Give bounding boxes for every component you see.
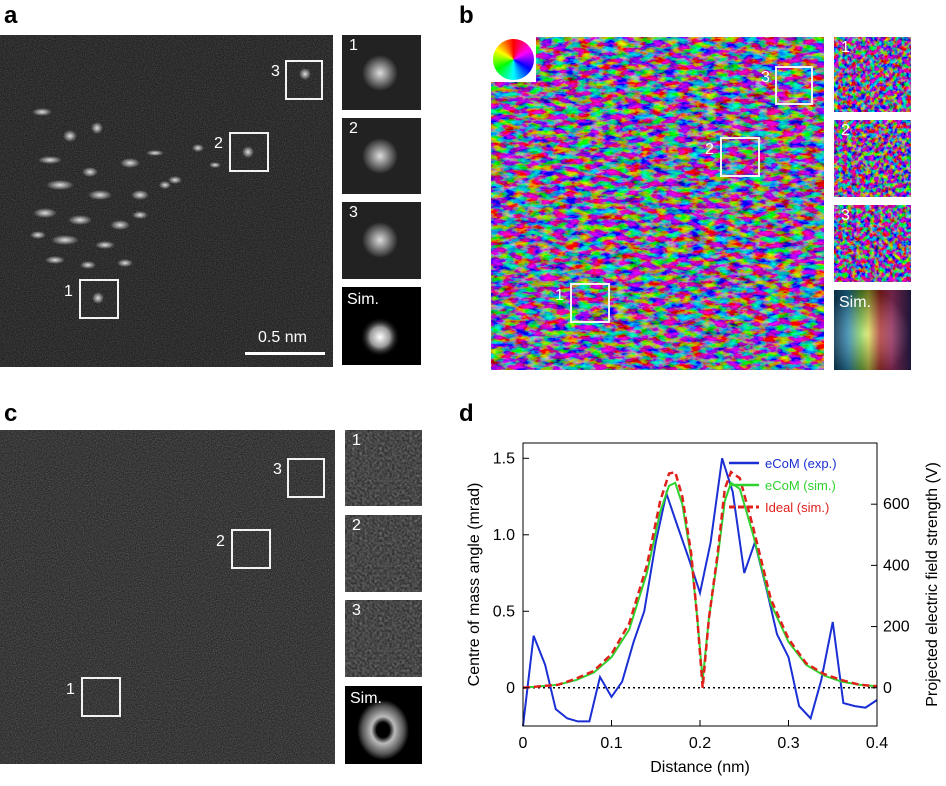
thumb-label: 3 <box>349 204 358 221</box>
x-tick-label: 0.4 <box>866 735 888 752</box>
thumb-b-1: 1 <box>834 37 911 112</box>
box-label-1: 1 <box>64 283 73 300</box>
thumb-label: 1 <box>349 37 358 54</box>
thumb-label: 2 <box>349 120 358 137</box>
panel-letter-b: b <box>459 2 474 29</box>
y-axis-label: Centre of mass angle (mrad) <box>466 483 483 687</box>
thumb-label: 2 <box>352 517 361 534</box>
panel-letter-d: d <box>459 400 474 427</box>
y-tick-label: 1.0 <box>493 527 515 544</box>
y-tick-label: 0.5 <box>493 603 515 620</box>
sim-label: Sim. <box>347 291 379 308</box>
thumb-label: 1 <box>352 432 361 449</box>
thumb-b-3: 3 <box>834 205 911 282</box>
x-tick-label: 0.3 <box>777 735 799 752</box>
color-wheel-icon <box>493 39 534 80</box>
panel-letter-c: c <box>4 400 18 427</box>
box-1 <box>570 283 610 323</box>
thumb-label: 3 <box>352 602 361 619</box>
haadf-texture <box>0 35 333 367</box>
sim-thumb-c: Sim. <box>345 686 422 764</box>
box-label-1: 1 <box>555 287 564 304</box>
scale-bar <box>245 352 325 355</box>
dpc-texture <box>491 37 824 370</box>
box-3 <box>775 66 813 105</box>
dpc-color-image: 1 2 3 <box>491 37 824 370</box>
thumb-b-2: 2 <box>834 120 911 197</box>
box-label-1: 1 <box>66 681 75 698</box>
line-chart: 0 0.1 0.2 0.3 0.4 0 0.5 1.0 1.5 0 200 400 600 Distan… <box>466 442 941 776</box>
box-label-3: 3 <box>273 461 282 478</box>
box-1 <box>81 677 121 717</box>
y2-tick-label: 0 <box>883 680 892 697</box>
box-label-2: 2 <box>214 135 223 152</box>
box-1 <box>79 279 119 319</box>
thumb-c-2: 2 <box>345 515 422 592</box>
legend: eCoM (exp.) eCoM (sim.) Ideal (sim.) <box>729 456 837 515</box>
box-label-3: 3 <box>761 69 770 86</box>
box-3 <box>287 458 325 498</box>
thumb-label: 1 <box>841 39 850 56</box>
box-label-2: 2 <box>216 533 225 550</box>
box-3 <box>285 60 323 100</box>
y2-tick-label: 200 <box>883 619 910 636</box>
thumb-a-3: 3 <box>342 202 421 279</box>
plot-area <box>522 457 878 727</box>
x-axis-label: Distance (nm) <box>650 759 750 776</box>
thumb-c-1: 1 <box>345 430 422 506</box>
sim-thumb-b: Sim. <box>834 290 911 370</box>
box-2 <box>720 137 760 177</box>
legend-label: eCoM (exp.) <box>765 456 837 471</box>
y-tick-label: 1.5 <box>493 450 515 467</box>
thumb-a-1: 1 <box>342 35 421 110</box>
scale-bar-label: 0.5 nm <box>258 329 307 346</box>
series-ecom-exp <box>522 457 878 727</box>
sim-thumb-a: Sim. <box>342 287 421 365</box>
thumb-a-2: 2 <box>342 118 421 194</box>
thumb-c-3: 3 <box>345 600 422 677</box>
box-2 <box>229 132 269 172</box>
x-tick-label: 0 <box>519 735 528 752</box>
sim-label: Sim. <box>839 294 871 311</box>
y-tick-label: 0 <box>506 680 515 697</box>
y2-tick-label: 400 <box>883 557 910 574</box>
series-ideal-sim <box>522 470 878 690</box>
ecom-texture <box>0 430 335 764</box>
x-tick-label: 0.1 <box>600 735 622 752</box>
haadf-image: 1 2 3 0.5 nm <box>0 35 333 367</box>
box-2 <box>231 529 271 569</box>
thumb-label: 3 <box>841 207 850 224</box>
ecom-magnitude-image: 1 2 3 <box>0 430 335 764</box>
box-label-2: 2 <box>705 141 714 158</box>
legend-label: eCoM (sim.) <box>765 478 836 493</box>
color-wheel-frame <box>491 37 536 82</box>
x-tick-label: 0.2 <box>689 735 711 752</box>
sim-label: Sim. <box>350 690 382 707</box>
panel-letter-a: a <box>4 2 18 29</box>
legend-label: Ideal (sim.) <box>765 500 829 515</box>
thumb-label: 2 <box>841 122 850 139</box>
y2-tick-label: 600 <box>883 496 910 513</box>
box-label-3: 3 <box>271 63 280 80</box>
y2-axis-label: Projected electric field strength (V) <box>924 462 941 707</box>
